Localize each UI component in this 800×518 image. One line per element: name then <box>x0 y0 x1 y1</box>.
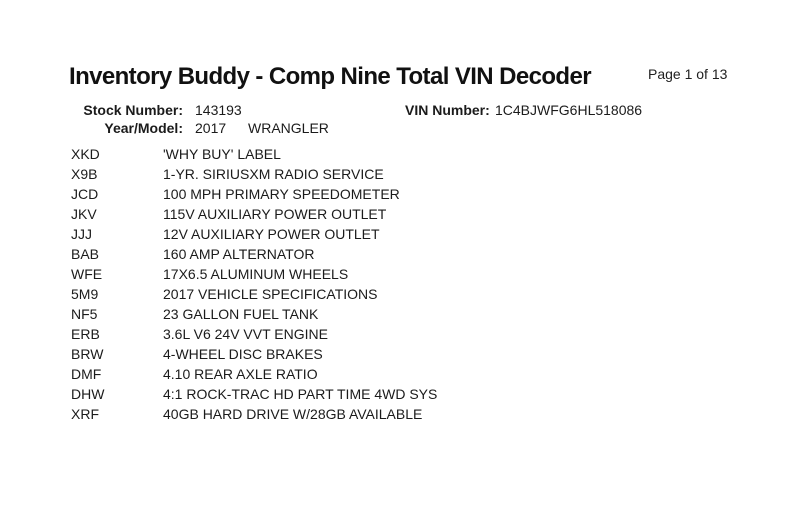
option-row: BAB 160 AMP ALTERNATOR <box>0 244 800 264</box>
option-code: XRF <box>71 406 99 422</box>
option-row: WFE 17X6.5 ALUMINUM WHEELS <box>0 264 800 284</box>
stock-number-value: 143193 <box>195 102 242 118</box>
option-code: BAB <box>71 246 100 262</box>
option-code: NF5 <box>71 306 98 322</box>
year-model-label: Year/Model: <box>104 120 183 136</box>
option-code: DHW <box>71 386 105 402</box>
option-description: 100 MPH PRIMARY SPEEDOMETER <box>163 186 400 202</box>
option-description: 1-YR. SIRIUSXM RADIO SERVICE <box>163 166 384 182</box>
option-code: WFE <box>71 266 103 282</box>
option-row: JCD 100 MPH PRIMARY SPEEDOMETER <box>0 184 800 204</box>
stock-number-label: Stock Number: <box>83 102 183 118</box>
option-description: 4:1 ROCK-TRAC HD PART TIME 4WD SYS <box>163 386 438 402</box>
options-list: XKD 'WHY BUY' LABEL X9B 1-YR. SIRIUSXM RADI… <box>0 144 800 424</box>
page-title: Inventory Buddy - Comp Nine Total VIN De… <box>69 63 592 90</box>
option-description: 2017 VEHICLE SPECIFICATIONS <box>163 286 378 302</box>
option-row: ERB 3.6L V6 24V VVT ENGINE <box>0 324 800 344</box>
option-code: XKD <box>71 146 100 162</box>
option-code: BRW <box>71 346 104 362</box>
option-code: JJJ <box>71 226 92 242</box>
option-code: JKV <box>71 206 97 222</box>
option-description: 12V AUXILIARY POWER OUTLET <box>163 226 380 242</box>
option-row: XRF 40GB HARD DRIVE W/28GB AVAILABLE <box>0 404 800 424</box>
option-row: DMF 4.10 REAR AXLE RATIO <box>0 364 800 384</box>
option-description: 4.10 REAR AXLE RATIO <box>163 366 318 382</box>
option-code: X9B <box>71 166 98 182</box>
year-value: 2017 <box>195 120 227 136</box>
page-number-indicator: Page 1 of 13 <box>648 66 728 82</box>
option-description: 115V AUXILIARY POWER OUTLET <box>163 206 387 222</box>
option-description: 17X6.5 ALUMINUM WHEELS <box>163 266 349 282</box>
option-description: 4-WHEEL DISC BRAKES <box>163 346 323 362</box>
option-description: 'WHY BUY' LABEL <box>163 146 281 162</box>
option-code: 5M9 <box>71 286 99 302</box>
option-row: 5M9 2017 VEHICLE SPECIFICATIONS <box>0 284 800 304</box>
option-description: 160 AMP ALTERNATOR <box>163 246 315 262</box>
option-row: DHW 4:1 ROCK-TRAC HD PART TIME 4WD SYS <box>0 384 800 404</box>
option-row: XKD 'WHY BUY' LABEL <box>0 144 800 164</box>
option-description: 23 GALLON FUEL TANK <box>163 306 319 322</box>
model-value: WRANGLER <box>248 120 329 136</box>
vin-number-label: VIN Number: <box>405 102 490 118</box>
option-description: 3.6L V6 24V VVT ENGINE <box>163 326 328 342</box>
option-row: JKV 115V AUXILIARY POWER OUTLET <box>0 204 800 224</box>
option-code: DMF <box>71 366 102 382</box>
option-row: NF5 23 GALLON FUEL TANK <box>0 304 800 324</box>
option-code: JCD <box>71 186 99 202</box>
option-description: 40GB HARD DRIVE W/28GB AVAILABLE <box>163 406 423 422</box>
vin-number-value: 1C4BJWFG6HL518086 <box>495 102 643 118</box>
option-row: BRW 4-WHEEL DISC BRAKES <box>0 344 800 364</box>
option-row: JJJ 12V AUXILIARY POWER OUTLET <box>0 224 800 244</box>
option-row: X9B 1-YR. SIRIUSXM RADIO SERVICE <box>0 164 800 184</box>
option-code: ERB <box>71 326 100 342</box>
